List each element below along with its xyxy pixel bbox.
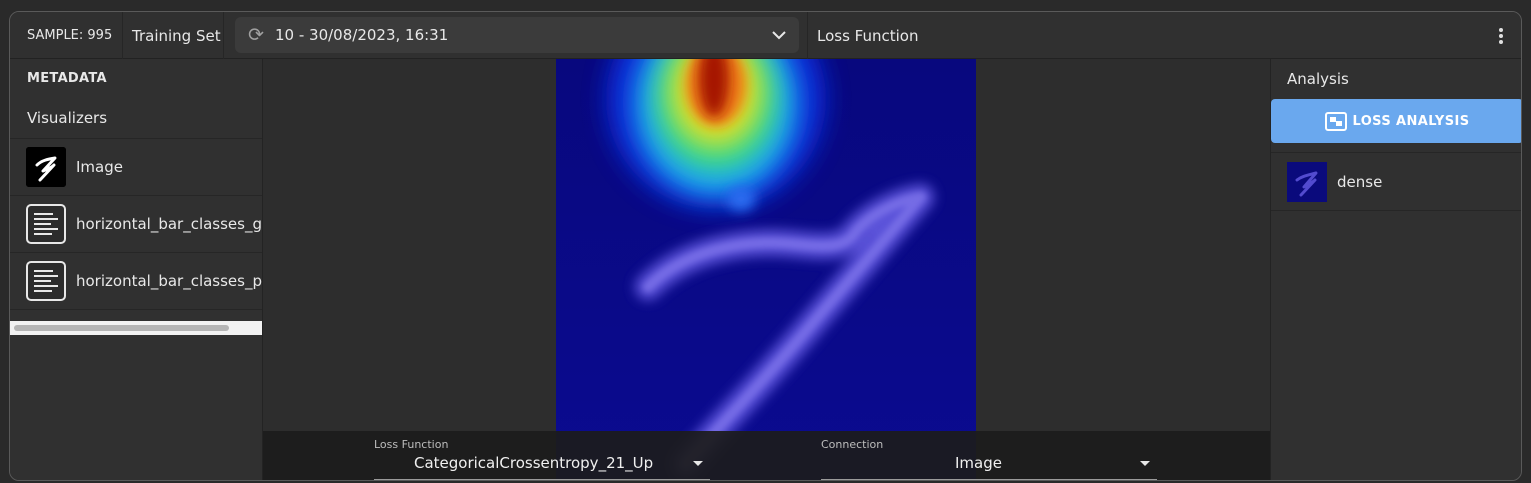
digit-image-thumbnail	[26, 147, 66, 187]
visualizer-label: horizontal_bar_classes_gt	[76, 215, 263, 233]
connection-value[interactable]: Image	[955, 454, 1002, 472]
refresh-icon[interactable]: ⟳	[248, 24, 264, 46]
analysis-heading: Analysis	[1287, 70, 1349, 88]
chevron-down-icon[interactable]	[771, 27, 787, 43]
caret-down-icon[interactable]	[1140, 461, 1150, 466]
version-value: 10 - 30/08/2023, 16:31	[275, 26, 449, 44]
loss-heatmap-image	[556, 59, 976, 480]
visualizer-label: Image	[76, 158, 123, 176]
text-lines-icon	[26, 204, 66, 244]
visualizer-item-horizontal-bar-gt[interactable]: horizontal_bar_classes_gt	[10, 196, 262, 253]
analysis-item-label: dense	[1337, 172, 1383, 191]
caret-down-icon[interactable]	[693, 461, 703, 466]
right-panel: Analysis LOSS ANALYSIS dense	[1270, 59, 1521, 480]
more-options-icon[interactable]	[1493, 26, 1509, 46]
scrollbar-thumb[interactable]	[14, 325, 229, 331]
sample-indicator[interactable]: SAMPLE: 995	[10, 12, 123, 59]
visualizer-item-horizontal-bar-pred[interactable]: horizontal_bar_classes_pred	[10, 253, 262, 310]
connection-label: Connection	[821, 438, 884, 451]
text-lines-icon	[26, 261, 66, 301]
left-panel: METADATA Visualizers Image horizontal_ba…	[10, 59, 263, 480]
select-underline	[821, 479, 1157, 480]
panel-title: Loss Function	[807, 12, 1507, 59]
top-bar: SAMPLE: 995 Training Set ⟳ 10 - 30/08/20…	[10, 12, 1521, 59]
analysis-item-dense[interactable]: dense	[1271, 153, 1521, 211]
select-underline	[374, 479, 710, 480]
metadata-heading[interactable]: METADATA	[27, 70, 107, 86]
visualizer-item-image[interactable]: Image	[10, 139, 262, 196]
divider	[1271, 152, 1521, 153]
loss-analysis-icon	[1324, 111, 1347, 131]
app-window: SAMPLE: 995 Training Set ⟳ 10 - 30/08/20…	[9, 11, 1522, 481]
loss-analysis-button-label: LOSS ANALYSIS	[1352, 113, 1470, 129]
visualizer-label: horizontal_bar_classes_pred	[76, 272, 262, 290]
loss-function-label: Loss Function	[374, 438, 449, 451]
visualization-area: Loss Function CategoricalCrossentropy_21…	[263, 59, 1270, 480]
loss-function-value[interactable]: CategoricalCrossentropy_21_Up	[414, 454, 654, 472]
visualization-controls: Loss Function CategoricalCrossentropy_21…	[263, 431, 1270, 480]
heatmap-thumbnail	[1287, 161, 1327, 202]
dataset-selector[interactable]: Training Set	[123, 12, 224, 59]
loss-analysis-button[interactable]: LOSS ANALYSIS	[1271, 99, 1521, 143]
horizontal-scrollbar[interactable]	[10, 321, 262, 335]
version-select[interactable]: ⟳ 10 - 30/08/2023, 16:31	[235, 17, 799, 53]
visualizers-heading: Visualizers	[10, 97, 262, 139]
